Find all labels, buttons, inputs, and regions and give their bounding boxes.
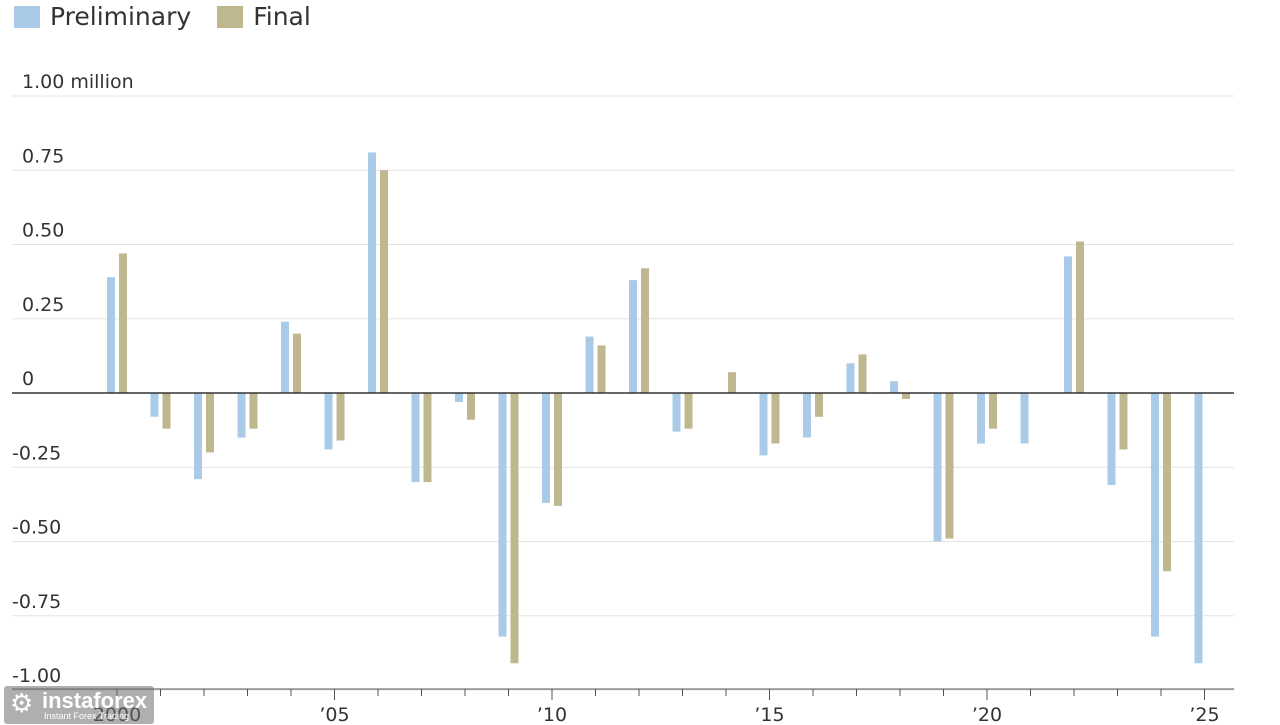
bar-preliminary-2008 [455,393,463,402]
y-tick-label: -0.25 [12,442,61,464]
bar-final-2003 [249,393,258,429]
y-tick-label: -0.75 [12,591,61,613]
gear-icon: ⚙ [10,688,34,718]
bar-final-2004 [293,333,301,393]
bar-preliminary-2006 [368,152,376,393]
bar-preliminary-2016 [803,393,811,438]
bar-final-2017 [858,354,867,393]
bar-preliminary-2022 [1064,256,1072,393]
bar-final-2007 [423,393,432,483]
bar-preliminary-2010 [542,393,550,503]
bar-final-2001 [162,393,171,429]
x-tick-label: ’15 [754,704,784,725]
y-tick-label: -0.50 [12,517,61,539]
bar-final-2020 [989,393,997,429]
watermark-brand: instaforex [42,688,148,713]
bar-final-2011 [597,345,606,393]
bar-preliminary-2024 [1151,393,1159,637]
legend-item-preliminary: Preliminary [14,2,191,31]
bar-final-2012 [641,268,649,393]
bar-preliminary-2007 [411,393,420,483]
bar-preliminary-2009 [498,393,507,637]
bar-final-2023 [1119,393,1128,450]
bar-final-2022 [1076,241,1084,393]
y-tick-label: -1.00 [12,665,61,687]
y-tick-label: 0.50 [22,220,64,242]
bar-final-2006 [380,170,388,393]
watermark: ⚙ instaforex Instant Forex Trading [4,686,154,724]
bar-preliminary-2025 [1194,393,1203,664]
bar-final-2015 [771,393,780,444]
bar-final-2013 [684,393,693,429]
bar-preliminary-2000 [107,277,115,393]
bar-final-2008 [467,393,475,420]
x-tick-label: ’20 [972,704,1002,725]
bar-final-2009 [510,393,519,664]
bar-final-2018 [902,393,910,399]
bar-preliminary-2020 [977,393,985,444]
bar-preliminary-2002 [194,393,202,480]
bar-final-2024 [1163,393,1171,572]
bar-preliminary-2013 [672,393,681,432]
y-tick-label: 0.75 [22,145,64,167]
bars [107,152,1203,664]
y-tick-label: 0.25 [22,294,64,316]
bar-preliminary-2003 [237,393,246,438]
bar-preliminary-2012 [629,280,637,393]
bar-preliminary-2005 [324,393,333,450]
x-tick-label: ’05 [319,704,349,725]
x-tick-label: ’10 [537,704,567,725]
bar-final-2010 [554,393,562,506]
bar-preliminary-2023 [1107,393,1116,486]
legend-item-final: Final [217,2,311,31]
bar-preliminary-2019 [933,393,942,542]
bar-final-2002 [206,393,214,453]
bar-preliminary-2017 [846,363,855,393]
bar-final-2016 [815,393,823,417]
gridlines [12,95,1234,691]
bar-final-2005 [336,393,345,441]
y-axis-labels: 1.00 million 0.75 0.50 0.25 0 -0.25 -0.50 -0.75… [12,71,134,687]
bar-preliminary-2001 [150,393,159,417]
bar-preliminary-2018 [890,381,898,393]
bar-preliminary-2015 [759,393,768,456]
x-tick-label: ’25 [1189,704,1219,725]
bar-final-2019 [945,393,954,539]
chart-legend: Preliminary Final [14,2,337,31]
legend-swatch-final [217,5,244,28]
y-tick-label: 0 [22,368,34,390]
bar-preliminary-2004 [281,321,289,393]
bar-preliminary-2021 [1020,393,1029,444]
legend-swatch-preliminary [14,5,40,28]
watermark-tagline: Instant Forex Trading [44,711,130,721]
bar-preliminary-2011 [585,336,594,393]
legend-label-preliminary: Preliminary [50,2,192,31]
y-tick-label: 1.00 million [22,71,134,93]
legend-label-final: Final [253,2,311,31]
bar-final-2000 [119,253,127,393]
bar-final-2014 [728,372,736,393]
